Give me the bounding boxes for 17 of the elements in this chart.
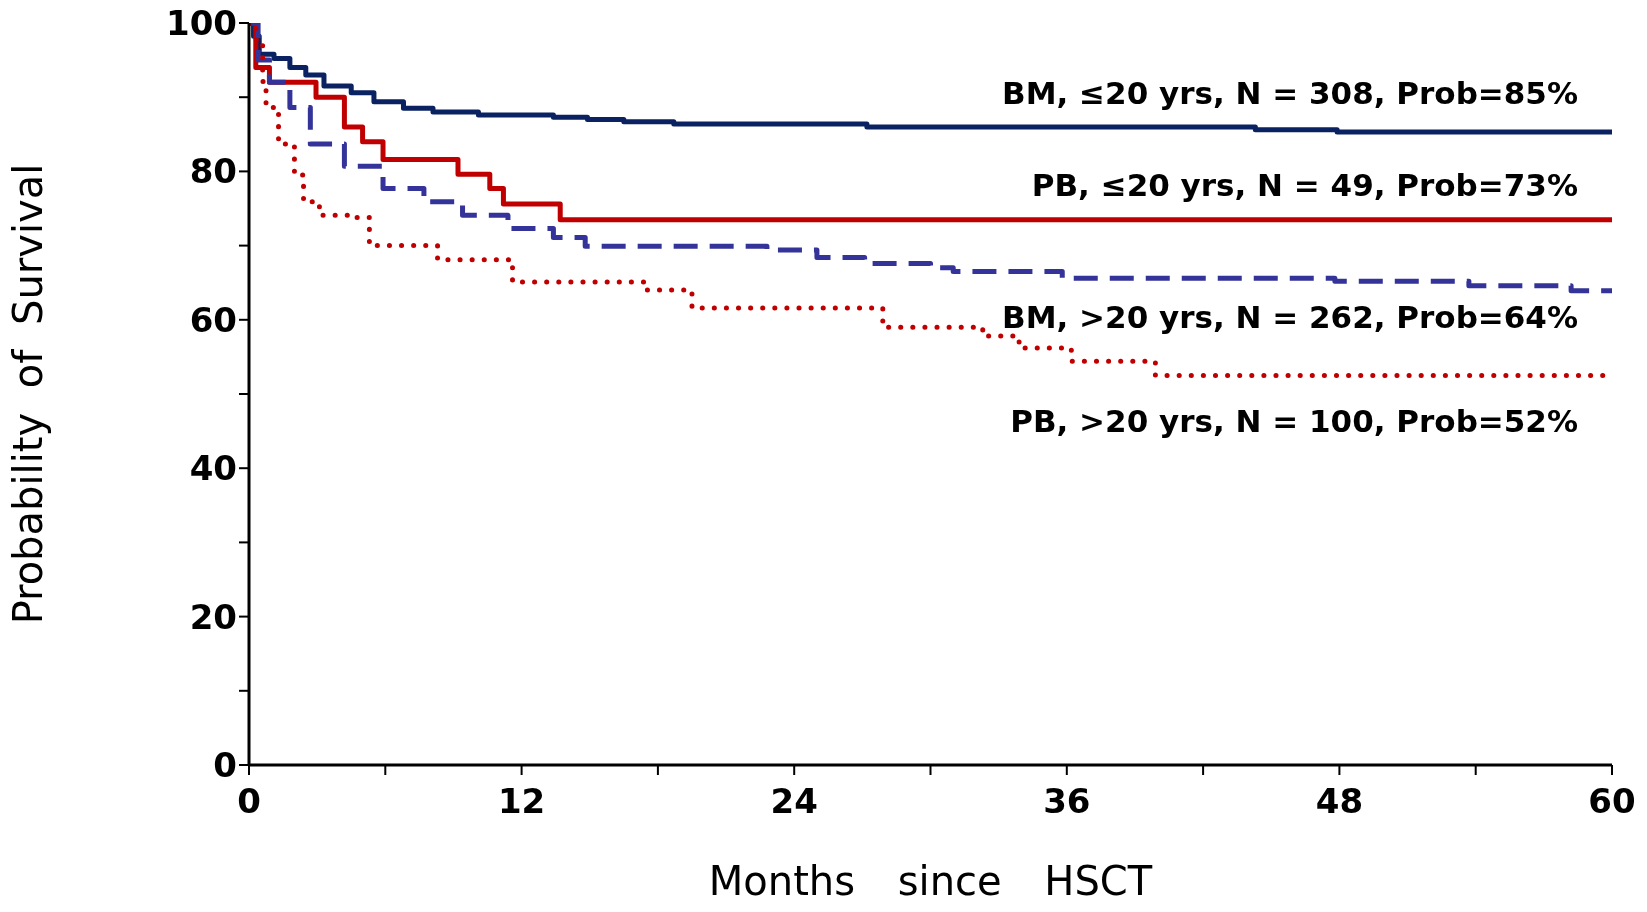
series-label: PB, >20 yrs, N = 100, Prob=52% bbox=[1010, 403, 1578, 440]
y-tick-label: 40 bbox=[189, 448, 237, 489]
x-tick-label: 60 bbox=[1588, 781, 1636, 822]
x-tick-label: 24 bbox=[770, 781, 818, 822]
x-tick-label: 48 bbox=[1315, 781, 1364, 822]
y-axis-title: Probability of Survival bbox=[5, 163, 52, 625]
y-tick-label: 100 bbox=[166, 3, 237, 44]
x-tick-label: 36 bbox=[1043, 781, 1091, 822]
series-label: BM, ≤20 yrs, N = 308, Prob=85% bbox=[1002, 75, 1578, 112]
x-tick-label: 12 bbox=[497, 781, 546, 822]
y-tick-label: 20 bbox=[189, 596, 237, 637]
x-axis-title: Months since HSCT bbox=[708, 858, 1153, 904]
y-tick-label: 80 bbox=[189, 151, 237, 192]
y-tick-label: 0 bbox=[213, 745, 237, 786]
series-label: PB, ≤20 yrs, N = 49, Prob=73% bbox=[1031, 166, 1578, 203]
series-label: BM, >20 yrs, N = 262, Prob=64% bbox=[1002, 298, 1578, 335]
y-tick-label: 60 bbox=[189, 299, 237, 340]
